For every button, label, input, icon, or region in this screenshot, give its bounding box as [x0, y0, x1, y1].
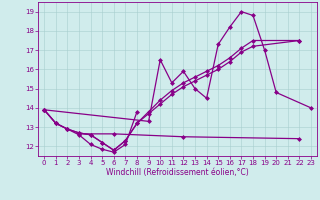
X-axis label: Windchill (Refroidissement éolien,°C): Windchill (Refroidissement éolien,°C) [106, 168, 249, 177]
